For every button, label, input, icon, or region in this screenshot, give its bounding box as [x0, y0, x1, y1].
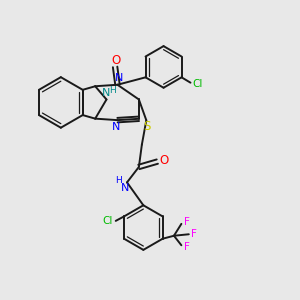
- Text: N: N: [112, 122, 120, 132]
- Text: H: H: [115, 176, 122, 184]
- Text: O: O: [159, 154, 169, 166]
- Text: H: H: [110, 86, 116, 95]
- Text: S: S: [143, 120, 151, 133]
- Text: O: O: [111, 54, 120, 67]
- Text: Cl: Cl: [102, 217, 112, 226]
- Text: F: F: [191, 229, 197, 239]
- Text: Cl: Cl: [193, 79, 203, 89]
- Text: F: F: [184, 242, 190, 252]
- Text: F: F: [184, 218, 190, 227]
- Text: N: N: [102, 88, 110, 98]
- Text: N: N: [121, 183, 129, 193]
- Text: N: N: [115, 73, 123, 83]
